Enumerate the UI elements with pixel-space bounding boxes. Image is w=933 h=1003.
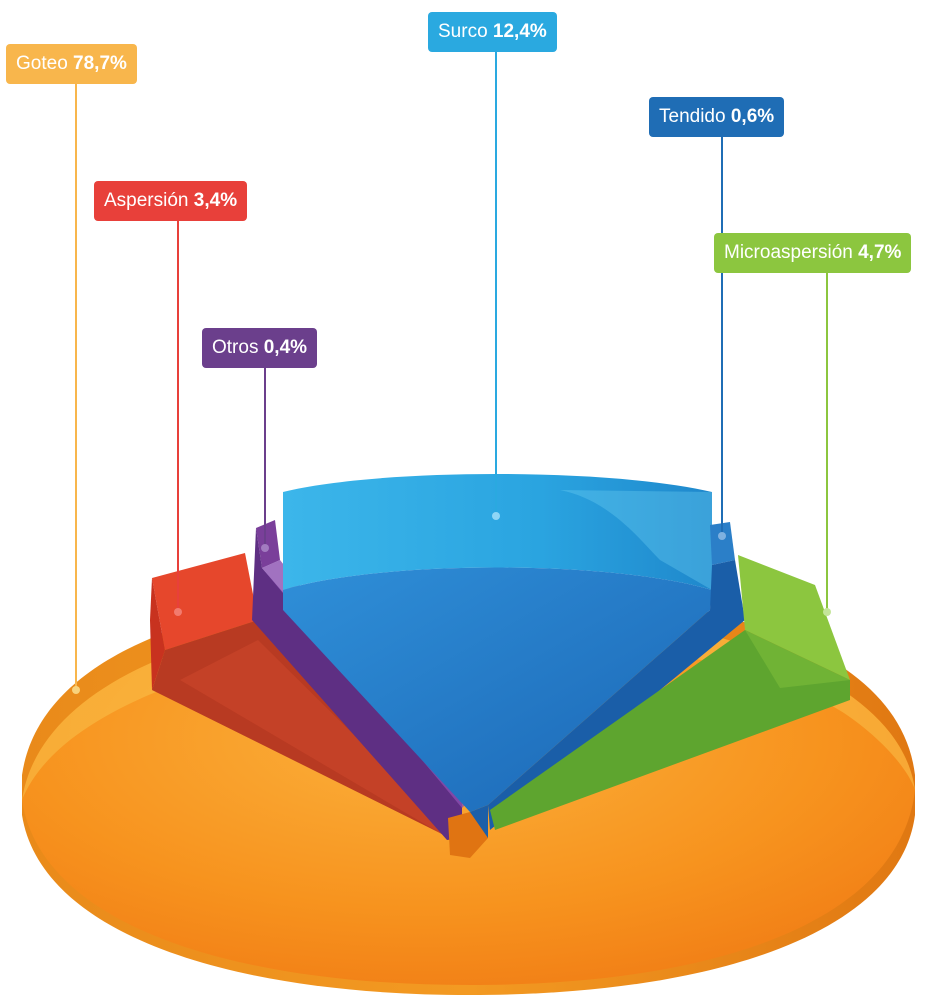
slice-tendido <box>488 560 745 830</box>
label-goteo: Goteo 78,7% <box>6 44 137 84</box>
slice-microaspersion <box>490 630 850 830</box>
label-tendido-value: 0,6% <box>730 106 775 127</box>
slice-surco <box>283 567 712 812</box>
label-otros: Otros 0,4% <box>202 328 318 368</box>
label-surco-name: Surco <box>438 21 488 42</box>
slice-tendido-top <box>710 522 735 565</box>
label-goteo-name: Goteo <box>16 53 68 74</box>
label-microaspersion-value: 4,7% <box>858 242 902 263</box>
label-aspersion-value: 3,4% <box>193 190 238 211</box>
label-microaspersion: Microaspersión 4,7% <box>714 233 912 273</box>
slice-aspersion-face <box>150 578 165 690</box>
slice-surco-wall <box>283 474 712 590</box>
slice-otros-top <box>256 520 280 568</box>
label-tendido: Tendido 0,6% <box>649 97 785 137</box>
label-microaspersion-name: Microaspersión <box>724 242 853 263</box>
label-aspersion: Aspersión 3,4% <box>94 181 248 221</box>
label-surco: Surco 12,4% <box>428 12 557 52</box>
label-aspersion-name: Aspersión <box>104 190 189 211</box>
label-surco-value: 12,4% <box>492 21 547 42</box>
label-otros-name: Otros <box>212 337 259 358</box>
label-tendido-name: Tendido <box>659 106 726 127</box>
label-goteo-value: 78,7% <box>73 53 127 74</box>
slice-microaspersion-top <box>738 555 850 680</box>
label-otros-value: 0,4% <box>263 337 308 358</box>
